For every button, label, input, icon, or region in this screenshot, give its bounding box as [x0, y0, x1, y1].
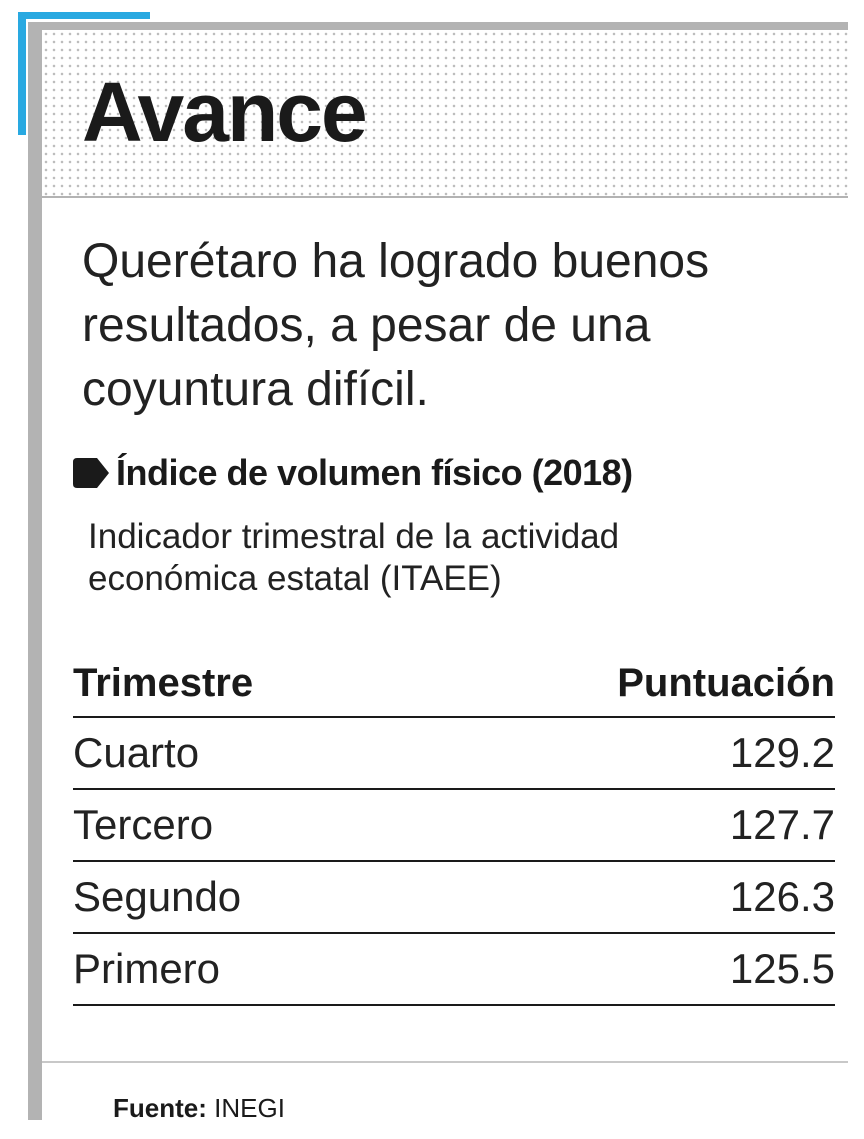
score-cell: 129.2: [417, 717, 835, 790]
header-band: [42, 30, 848, 198]
section-title: Índice de volumen físico (2018): [116, 452, 633, 493]
table-row: Primero 125.5: [73, 933, 835, 1006]
accent-bar: [18, 12, 26, 135]
column-header: Puntuación: [417, 650, 835, 718]
source: Fuente: INEGI: [113, 1090, 285, 1126]
header-row: Trimestre Puntuación: [73, 650, 835, 718]
score-cell: 126.3: [417, 861, 835, 934]
frame-bar: [28, 22, 42, 1120]
intro-text: Querétaro ha logrado buenos resultados, …: [82, 235, 710, 416]
data-table: Trimestre Puntuación Cuarto 129.2 Tercero 1…: [73, 650, 835, 1006]
quarter-cell: Segundo: [73, 861, 418, 934]
column-header: Trimestre: [73, 650, 418, 718]
source-label: Fuente:: [113, 1093, 207, 1123]
accent-bar: [18, 12, 150, 19]
quarter-cell: Cuarto: [73, 717, 418, 790]
bullet-icon: [73, 458, 109, 488]
table-head: Trimestre Puntuación: [73, 650, 835, 718]
title: Avance: [82, 65, 368, 159]
table-row: Tercero 127.7: [73, 789, 835, 862]
section-subtitle: Indicador trimestral de la actividad eco…: [88, 517, 620, 598]
quarter-cell: Primero: [73, 933, 418, 1006]
table-row: Segundo 126.3: [73, 861, 835, 934]
score-cell: 127.7: [417, 789, 835, 862]
table-row: Cuarto 129.2: [73, 717, 835, 790]
score-cell: 125.5: [417, 933, 835, 1006]
source-text: INEGI: [214, 1093, 285, 1123]
divider: [42, 1061, 848, 1063]
quarter-cell: Tercero: [73, 789, 418, 862]
bullet-shape: [73, 458, 109, 488]
frame-bar: [28, 22, 848, 30]
table-body: Cuarto 129.2 Tercero 127.7 Segundo 126.3 Prime…: [73, 717, 835, 1006]
